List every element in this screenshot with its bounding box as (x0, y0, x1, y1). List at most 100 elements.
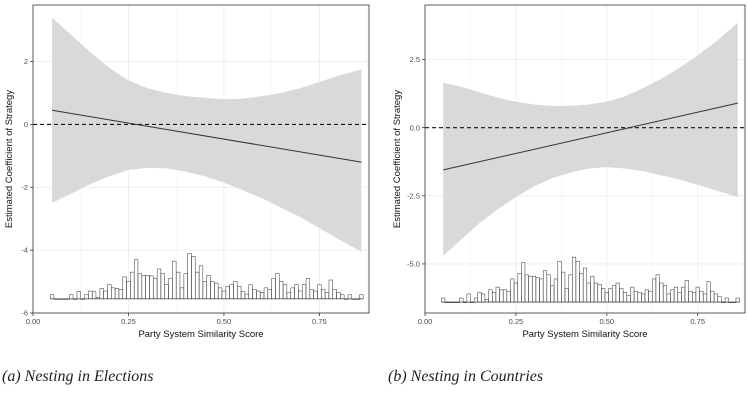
histogram-bar (313, 290, 318, 300)
histogram-bar (69, 294, 74, 300)
histogram-bar (492, 292, 497, 303)
histogram-bar (608, 288, 613, 303)
histogram-bar (473, 297, 478, 303)
histogram-bar (564, 288, 569, 303)
histogram-bar (328, 279, 333, 300)
histogram-bar (260, 292, 265, 300)
histogram-bar (692, 292, 697, 303)
histogram-bar (198, 265, 204, 300)
x-tick-label: 0.00 (26, 317, 41, 326)
histogram-bar (218, 287, 223, 300)
histogram-bar (359, 294, 364, 300)
histogram-bar (517, 273, 522, 303)
y-axis-title: Estimated Coefficient of Strategy (4, 90, 15, 228)
histogram-bar (183, 273, 188, 300)
histogram-bar (267, 289, 272, 300)
histogram-bar (528, 275, 533, 303)
histogram-bar (575, 260, 580, 303)
histogram-bar (673, 286, 678, 303)
estimate-line (52, 109, 362, 163)
histogram-bar (615, 282, 620, 303)
histogram-bar (233, 281, 238, 300)
histogram-bar (114, 288, 120, 300)
caption-countries: (b) Nesting in Countries (388, 368, 544, 385)
histogram-bar (637, 292, 642, 303)
histogram-bar (179, 287, 185, 300)
histogram-bar (604, 292, 609, 303)
histogram-bar (214, 282, 219, 300)
histogram-bar (477, 292, 482, 303)
histogram-bar (210, 281, 215, 300)
histogram-bar (347, 294, 353, 300)
histogram-bar (659, 282, 664, 303)
histogram-bar (626, 295, 631, 303)
chart-panel-countries: 0.00 0.25 0.50 0.75 -5.0 -2.5 0.0 2.5 Party Syst… (392, 4, 746, 340)
histogram-bar (317, 284, 322, 300)
histogram-bar (510, 278, 515, 303)
histogram-bar (221, 290, 227, 300)
histogram-bar (612, 285, 617, 303)
histogram-bar (568, 274, 573, 303)
histogram-bar (88, 290, 93, 300)
histogram-bar (137, 273, 143, 300)
histogram-bar (535, 277, 540, 303)
histogram-bar (553, 278, 558, 303)
histogram-bar (666, 293, 671, 303)
histogram-bar (495, 286, 500, 303)
histogram-bar (122, 276, 127, 300)
histogram-bar (503, 289, 508, 303)
histogram-bar (275, 273, 280, 300)
y-tick-label: 2 (24, 57, 28, 66)
histogram (441, 256, 740, 303)
histogram-bar (126, 281, 131, 300)
histogram-bar (225, 286, 230, 300)
histogram-bar (648, 290, 653, 303)
histogram-bar (336, 292, 341, 300)
histogram-bar (191, 256, 196, 300)
x-axis-title: Party System Similarity Score (522, 329, 647, 340)
histogram-bar (271, 278, 276, 300)
histogram-bar (670, 289, 675, 303)
histogram-bar (579, 273, 584, 303)
histogram-bar (294, 284, 299, 300)
histogram-bar (572, 256, 577, 303)
histogram-bar (506, 290, 511, 303)
histogram-bar (130, 271, 135, 300)
histogram-bar (539, 278, 544, 303)
histogram-bar (550, 285, 555, 303)
x-tick-label: 0.50 (600, 317, 615, 326)
histogram-bar (240, 291, 246, 300)
histogram-bar (695, 286, 700, 303)
caption-elections: (a) Nesting in Elections (2, 368, 154, 385)
histogram-bar (655, 274, 660, 303)
histogram-bar (324, 292, 330, 300)
histogram-bar (710, 290, 715, 303)
histogram-bar (532, 275, 537, 303)
histogram-bar (282, 284, 288, 300)
histogram-bar (332, 289, 337, 300)
histogram-bar (263, 287, 269, 300)
panel-border (424, 4, 746, 314)
histogram-bar (641, 293, 646, 303)
histogram-bar (466, 293, 471, 303)
histogram-bar (681, 286, 686, 303)
histogram-bar (279, 281, 284, 300)
estimate-line (443, 102, 738, 171)
histogram-bar (583, 267, 588, 303)
histogram-bar (717, 296, 722, 303)
histogram-bar (237, 286, 242, 300)
histogram-bar (195, 271, 200, 300)
histogram-bar (168, 278, 173, 300)
histogram-bar (703, 293, 708, 303)
histogram-bar (688, 290, 693, 303)
y-tick-label: -4 (21, 246, 28, 255)
histogram-bar (99, 288, 104, 300)
y-tick-label: -2 (21, 183, 28, 192)
histogram-bar (153, 278, 158, 300)
histogram-bar (706, 281, 711, 303)
histogram-bar (488, 289, 493, 303)
histogram-bar (601, 288, 606, 303)
histogram-bar (459, 297, 464, 303)
histogram-bar (524, 274, 529, 303)
histogram-bar (256, 290, 261, 300)
